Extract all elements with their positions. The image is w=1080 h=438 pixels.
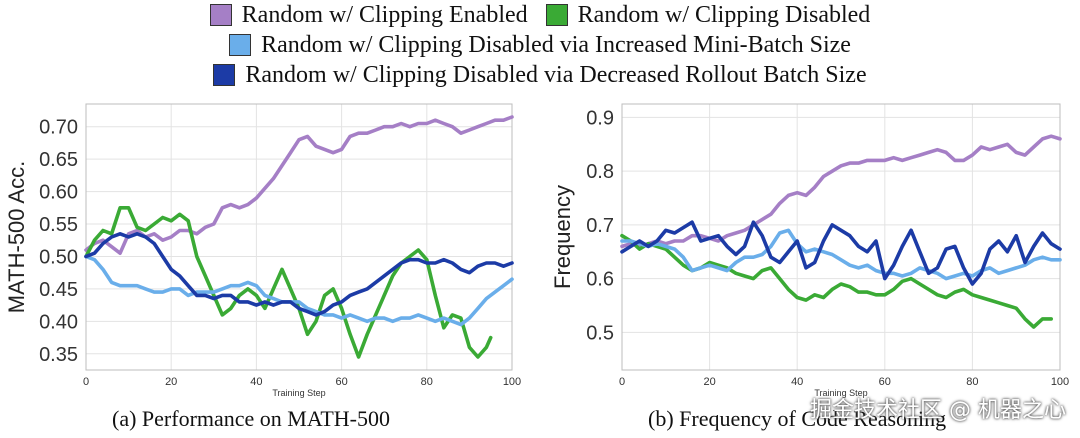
- caption-left: (a) Performance on MATH-500: [112, 406, 390, 431]
- x-tick-label: 80: [966, 376, 978, 388]
- series-line-2: Random w/ Clipping Disabled: [620, 233, 1054, 329]
- x-tick-label: 40: [250, 376, 262, 388]
- series-line-3: Random w/ Clipping Disabled via Increase…: [84, 254, 514, 327]
- x-tick-label: 60: [335, 376, 347, 388]
- series-line-4: Random w/ Clipping Disabled via Decrease…: [620, 220, 1062, 286]
- series-line-2: Random w/ Clipping Disabled: [84, 206, 493, 359]
- x-tick-label: 60: [879, 376, 891, 388]
- legend-swatch: [209, 4, 232, 26]
- legend-row-2: Random w/ Clipping Disabled via Increase…: [0, 30, 1080, 60]
- y-tick-label: 0.6: [586, 269, 614, 291]
- plot-frame: [85, 103, 513, 371]
- y-tick-label: 0.9: [586, 107, 614, 129]
- x-tick-label: 80: [421, 376, 433, 388]
- legend-label: Random w/ Clipping Disabled via Decrease…: [245, 61, 867, 88]
- y-tick-label: 0.40: [39, 311, 78, 333]
- x-axis-label: Training Step: [814, 388, 867, 398]
- y-axis-label: MATH-500 Acc.: [4, 161, 29, 313]
- y-tick-label: 0.5: [586, 322, 614, 344]
- y-tick-label: 0.45: [39, 279, 78, 301]
- watermark: 掘金技术社区 @ 机器之心: [810, 398, 1066, 423]
- x-tick-label: 20: [165, 376, 177, 388]
- x-tick-label: 0: [83, 376, 89, 388]
- y-tick-label: 0.35: [39, 344, 78, 366]
- caption-right: (b) Frequency of Code Reasoning: [648, 406, 947, 431]
- legend-item-clipping-disabled: Random w/ Clipping Disabled: [545, 1, 871, 29]
- y-tick-label: 0.50: [39, 246, 78, 268]
- y-tick-label: 0.60: [39, 182, 78, 204]
- y-tick-label: 0.55: [39, 214, 78, 236]
- legend-swatch: [229, 34, 252, 56]
- series-line-1: Random w/ Clipping Enabled: [84, 115, 514, 255]
- legend-row-1: Random w/ Clipping Enabled Random w/ Cli…: [0, 0, 1080, 30]
- x-tick-label: 40: [791, 376, 803, 388]
- y-tick-label: 0.7: [586, 215, 614, 237]
- series-line-3: Random w/ Clipping Disabled via Increase…: [620, 228, 1062, 281]
- y-tick-label: 0.8: [586, 161, 614, 183]
- series-line-1: Random w/ Clipping Enabled: [620, 134, 1062, 249]
- x-tick-label: 100: [1051, 376, 1069, 388]
- y-axis-label: Frequency: [550, 185, 575, 289]
- legend-label: Random w/ Clipping Enabled: [241, 1, 528, 28]
- x-axis-label: Training Step: [272, 388, 325, 398]
- legend-row-3: Random w/ Clipping Disabled via Decrease…: [0, 60, 1080, 90]
- legend-item-clipping-enabled: Random w/ Clipping Enabled: [209, 1, 528, 29]
- legend-label: Random w/ Clipping Disabled via Increase…: [261, 31, 851, 58]
- legend-swatch: [545, 4, 568, 26]
- legend-label: Random w/ Clipping Disabled: [577, 1, 871, 28]
- series-line-4: Random w/ Clipping Disabled via Decrease…: [84, 232, 514, 317]
- x-tick-label: 100: [503, 376, 521, 388]
- legend-item-increased-minibatch: Random w/ Clipping Disabled via Increase…: [229, 32, 851, 59]
- legend-item-decreased-rollout: Random w/ Clipping Disabled via Decrease…: [213, 61, 867, 89]
- legend-swatch: [213, 64, 236, 86]
- x-tick-label: 0: [619, 376, 625, 388]
- y-tick-label: 0.70: [39, 117, 78, 139]
- y-tick-label: 0.65: [39, 149, 78, 171]
- x-tick-label: 20: [703, 376, 715, 388]
